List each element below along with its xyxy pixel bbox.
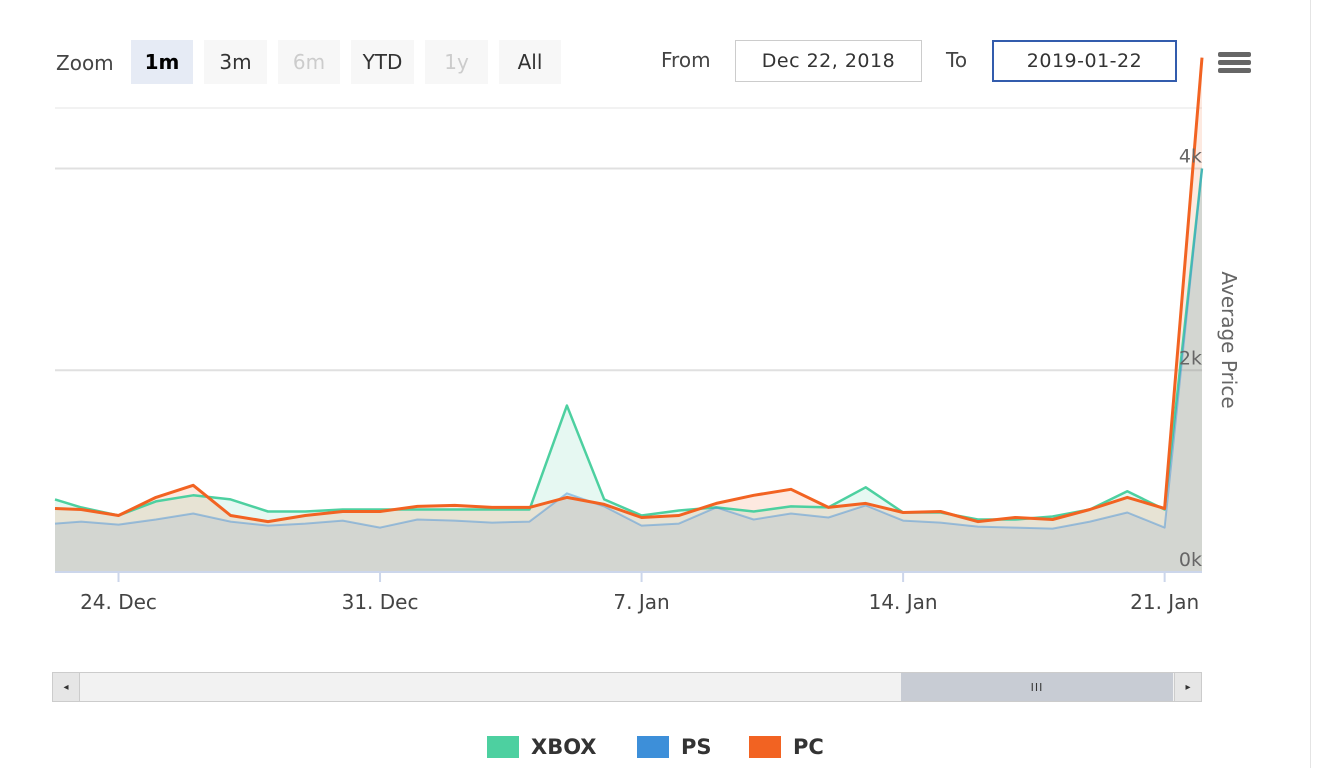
scroll-left-arrow-icon[interactable]: ◂ bbox=[53, 673, 80, 701]
area-pc bbox=[55, 57, 1202, 573]
y-tick-label: 0k bbox=[1179, 549, 1202, 571]
scrollbar-thumb[interactable]: III bbox=[901, 673, 1173, 701]
legend-swatch-ps bbox=[637, 736, 669, 758]
from-label: From bbox=[661, 48, 711, 72]
line-pc bbox=[54, 57, 1204, 524]
line-xbox bbox=[54, 168, 1204, 521]
navigator-scrollbar[interactable]: ◂ III ▸ bbox=[52, 672, 1202, 702]
legend-label-xbox: XBOX bbox=[531, 735, 597, 759]
zoom-1y-button[interactable]: 1y bbox=[425, 40, 488, 84]
legend-label-ps: PS bbox=[681, 735, 712, 759]
hamburger-menu-icon[interactable] bbox=[1214, 48, 1254, 78]
chart-legend: XBOX PS PC bbox=[0, 732, 1318, 762]
x-tick-label: 7. Jan bbox=[613, 590, 669, 614]
price-chart: 0k 2k 4k Average Price 24. Dec 31. Dec 7. Jan 1… bbox=[54, 57, 1241, 614]
zoom-6m-button[interactable]: 6m bbox=[278, 40, 340, 84]
x-tick-label: 21. Jan bbox=[1130, 590, 1199, 614]
area-xbox bbox=[55, 168, 1202, 572]
series-lines bbox=[54, 57, 1204, 530]
zoom-1m-button[interactable]: 1m bbox=[131, 40, 193, 84]
to-date-input[interactable] bbox=[992, 40, 1177, 82]
x-tick-label: 14. Jan bbox=[869, 590, 938, 614]
area-ps bbox=[55, 168, 1202, 572]
y-tick-label: 2k bbox=[1179, 347, 1202, 369]
from-date-input[interactable] bbox=[735, 40, 922, 82]
line-ps bbox=[54, 168, 1203, 530]
legend-swatch-pc bbox=[749, 736, 781, 758]
zoom-ytd-button[interactable]: YTD bbox=[351, 40, 414, 84]
legend-swatch-xbox bbox=[487, 736, 519, 758]
legend-item-pc[interactable]: PC bbox=[749, 732, 824, 762]
x-tick-label: 31. Dec bbox=[342, 590, 419, 614]
grid-lines bbox=[55, 107, 1202, 372]
zoom-3m-button[interactable]: 3m bbox=[204, 40, 267, 84]
zoom-label: Zoom bbox=[56, 51, 114, 75]
legend-label-pc: PC bbox=[793, 735, 824, 759]
y-tick-label: 4k bbox=[1179, 146, 1202, 168]
x-tick-label: 24. Dec bbox=[80, 590, 157, 614]
zoom-all-button[interactable]: All bbox=[499, 40, 561, 84]
series-areas bbox=[55, 57, 1202, 573]
y-axis-title: Average Price bbox=[1217, 271, 1241, 408]
to-label: To bbox=[946, 48, 968, 72]
panel-border bbox=[1310, 0, 1311, 768]
legend-item-ps[interactable]: PS bbox=[637, 732, 712, 762]
axis-labels: 0k 2k 4k Average Price 24. Dec 31. Dec 7. Jan 1… bbox=[80, 146, 1241, 614]
x-axis bbox=[55, 571, 1202, 582]
scroll-right-arrow-icon[interactable]: ▸ bbox=[1174, 673, 1201, 701]
legend-item-xbox[interactable]: XBOX bbox=[487, 732, 597, 762]
